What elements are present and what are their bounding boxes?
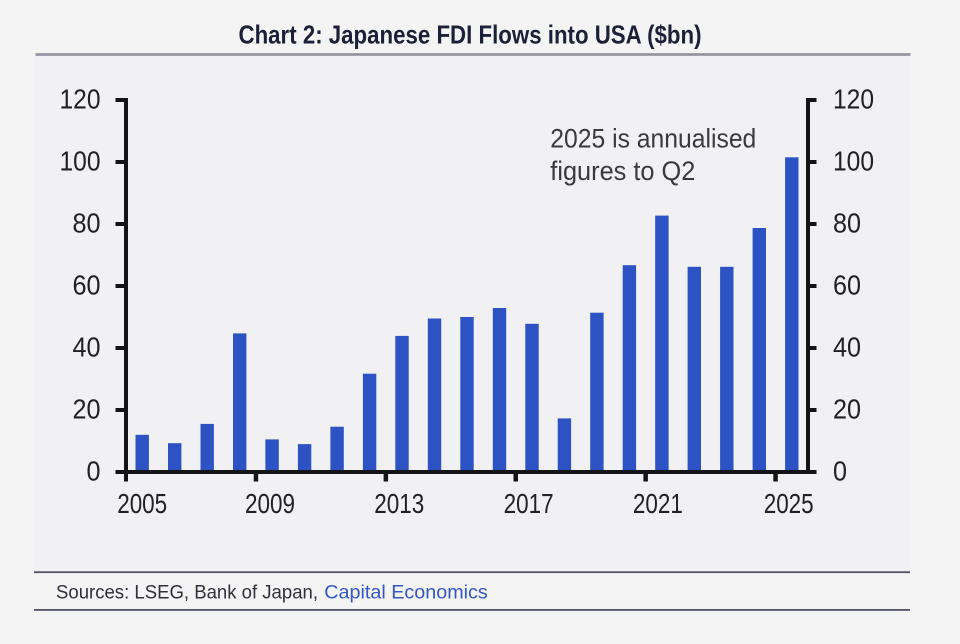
svg-text:2025: 2025	[764, 488, 814, 519]
svg-text:0: 0	[87, 456, 101, 487]
svg-text:120: 120	[60, 84, 101, 115]
svg-text:120: 120	[833, 84, 874, 115]
svg-text:60: 60	[833, 270, 861, 301]
svg-text:0: 0	[833, 456, 847, 487]
svg-text:100: 100	[60, 146, 101, 177]
svg-text:Chart 2: Japanese FDI Flows in: Chart 2: Japanese FDI Flows into USA ($b…	[239, 20, 702, 50]
svg-text:2017: 2017	[504, 488, 554, 519]
svg-text:2021: 2021	[633, 488, 683, 519]
svg-text:figures to Q2: figures to Q2	[550, 156, 695, 186]
svg-text:80: 80	[73, 208, 101, 239]
svg-text:40: 40	[833, 332, 861, 363]
svg-text:Capital Economics: Capital Economics	[324, 582, 488, 604]
svg-text:40: 40	[73, 332, 101, 363]
svg-text:60: 60	[73, 270, 101, 301]
svg-text:2025 is annualised: 2025 is annualised	[550, 124, 756, 154]
svg-text:2005: 2005	[117, 488, 167, 519]
svg-text:100: 100	[833, 146, 874, 177]
svg-text:20: 20	[833, 394, 861, 425]
svg-text:2009: 2009	[245, 488, 295, 519]
svg-text:20: 20	[73, 394, 101, 425]
svg-text:80: 80	[833, 208, 861, 239]
svg-text:2013: 2013	[374, 488, 424, 519]
svg-text:Sources: LSEG, Bank of Japan,: Sources: LSEG, Bank of Japan,	[56, 582, 318, 604]
